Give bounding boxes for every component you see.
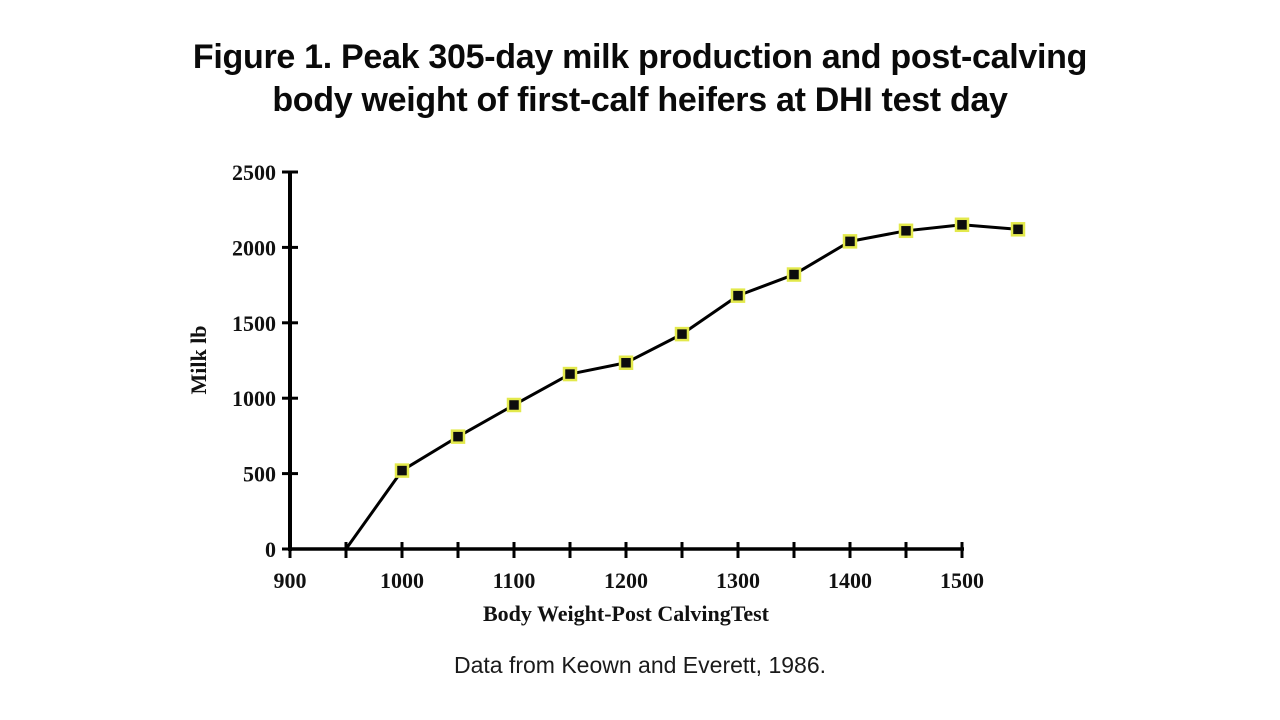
- y-tick-label: 1000: [232, 386, 276, 411]
- x-tick-label: 1000: [380, 568, 424, 593]
- source-caption: Data from Keown and Everett, 1986.: [453, 652, 827, 678]
- data-point-marker: [954, 217, 970, 233]
- y-axis-title: Milk lb: [186, 325, 211, 394]
- y-tick-label: 1500: [232, 311, 276, 336]
- y-tick-label: 2500: [232, 160, 276, 185]
- x-tick-label: 1300: [716, 568, 760, 593]
- data-line: [344, 223, 1019, 550]
- data-point-marker: [618, 355, 634, 371]
- figure-title: Figure 1. Peak 305-day milk production a…: [192, 38, 1088, 119]
- data-point-marker: [394, 463, 410, 478]
- data-point-marker: [898, 223, 914, 239]
- y-tick-label: 0: [265, 537, 276, 562]
- x-tick-label: 1200: [604, 568, 648, 593]
- x-tick-label: 900: [274, 568, 307, 593]
- data-point-marker: [786, 267, 802, 282]
- data-point-marker: [674, 326, 690, 342]
- data-point-marker: [450, 429, 466, 444]
- x-tick-label: 1400: [828, 568, 872, 593]
- x-axis-title: Body Weight-Post CalvingTest: [483, 601, 770, 626]
- y-tick-label: 500: [243, 462, 276, 487]
- y-tick-label: 2000: [232, 235, 276, 260]
- data-point-marker: [842, 234, 858, 249]
- data-point-marker: [506, 397, 522, 413]
- data-point-marker: [1010, 222, 1026, 237]
- x-tick-label: 1100: [493, 568, 536, 593]
- x-tick-label: 1500: [940, 568, 984, 593]
- data-point-marker: [562, 366, 578, 382]
- data-point-marker: [730, 288, 746, 303]
